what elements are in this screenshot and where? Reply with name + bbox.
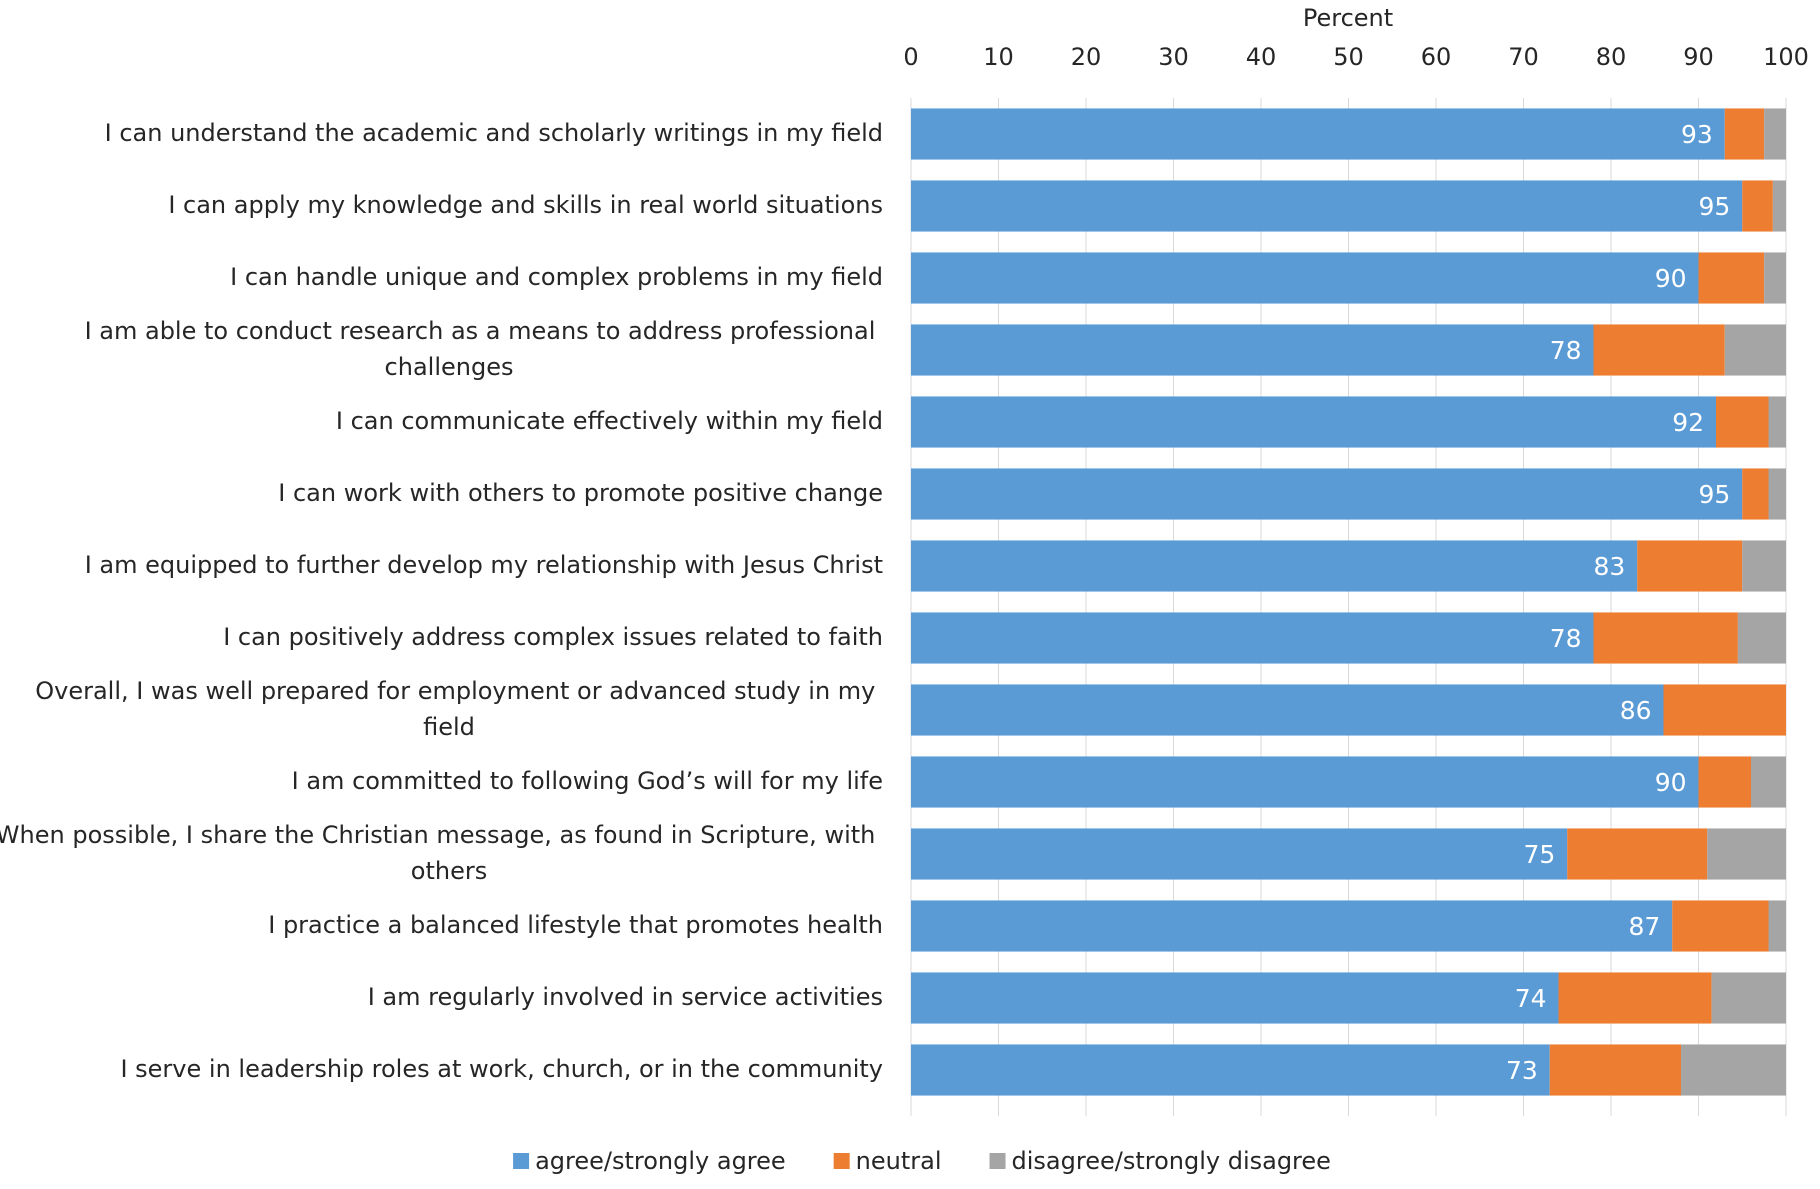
data-label: 95 — [1698, 192, 1730, 221]
y-tick-label: I can understand the academic and schola… — [105, 119, 883, 147]
grid — [910, 98, 1787, 1116]
y-tick-label: I am equipped to further develop my rela… — [85, 551, 883, 579]
bar-segment — [1742, 540, 1786, 592]
bar-segment — [911, 756, 1699, 808]
bar-segment — [1724, 108, 1765, 160]
bar-segment — [911, 252, 1699, 304]
bar-segment — [1742, 468, 1769, 520]
y-tick-label: I can positively address complex issues … — [223, 623, 883, 651]
legend-item: disagree/strongly disagree — [989, 1147, 1331, 1175]
data-label: 95 — [1698, 480, 1730, 509]
y-tick-label: I serve in leadership roles at work, chu… — [120, 1055, 883, 1083]
legend-label: disagree/strongly disagree — [1012, 1147, 1331, 1175]
y-tick-label: I am regularly involved in service activ… — [368, 983, 883, 1011]
data-label: 86 — [1620, 696, 1652, 725]
bar-segment — [1681, 1044, 1786, 1096]
bar-segment — [1637, 540, 1743, 592]
bar-segment — [911, 180, 1743, 232]
bar-segment — [1707, 828, 1786, 880]
bar-segment — [1567, 828, 1708, 880]
bar-segment — [1698, 252, 1765, 304]
x-tick-label: 100 — [1763, 43, 1809, 71]
bar-segment — [911, 684, 1664, 736]
bar-segment — [911, 324, 1594, 376]
y-tick-label: I can apply my knowledge and skills in r… — [168, 191, 883, 219]
bar-segment — [1698, 756, 1751, 808]
bar-segment — [1558, 972, 1712, 1024]
data-label: 75 — [1523, 840, 1555, 869]
data-label: 78 — [1550, 624, 1582, 653]
bar-segment — [1724, 324, 1786, 376]
bar-segment — [911, 972, 1559, 1024]
x-tick-label: 20 — [1071, 43, 1102, 71]
data-label: 90 — [1655, 768, 1687, 797]
x-tick-label: 50 — [1333, 43, 1364, 71]
bar-segment — [1593, 324, 1725, 376]
bar-segment — [1593, 612, 1738, 664]
bar-segment — [1764, 108, 1786, 160]
bar-segment — [911, 1044, 1550, 1096]
x-tick-label: 60 — [1421, 43, 1452, 71]
bar-segment — [911, 468, 1743, 520]
data-label: 87 — [1628, 912, 1660, 941]
x-tick-label: 30 — [1158, 43, 1189, 71]
legend-label: agree/strongly agree — [535, 1147, 786, 1175]
x-tick-label: 80 — [1596, 43, 1627, 71]
y-tick-label: I am committed to following God’s will f… — [292, 767, 883, 795]
legend-item: neutral — [833, 1147, 942, 1175]
data-label: 83 — [1593, 552, 1625, 581]
data-label: 90 — [1655, 264, 1687, 293]
bar-segment — [1751, 756, 1786, 808]
bar-segment — [1742, 180, 1773, 232]
bar-segment — [1716, 396, 1769, 448]
x-tick-label: 10 — [983, 43, 1014, 71]
bar-segment — [1768, 396, 1786, 448]
x-tick-label: 90 — [1683, 43, 1714, 71]
bar-segment — [1663, 684, 1786, 736]
y-tick-label: I can work with others to promote positi… — [278, 479, 883, 507]
data-label: 73 — [1506, 1056, 1538, 1085]
data-label: 93 — [1681, 120, 1713, 149]
bar-segment — [1549, 1044, 1681, 1096]
legend-label: neutral — [856, 1147, 942, 1175]
y-tick-label: Overall, I was well prepared for employm… — [35, 677, 883, 741]
bar-segment — [911, 900, 1673, 952]
y-tick-label: I can handle unique and complex problems… — [230, 263, 883, 291]
bar-segment — [911, 540, 1638, 592]
y-tick-label: I practice a balanced lifestyle that pro… — [268, 911, 883, 939]
bar-segment — [1672, 900, 1769, 952]
bar-segment — [1711, 972, 1786, 1024]
bar-segment — [911, 828, 1568, 880]
x-tick-label: 40 — [1246, 43, 1277, 71]
bar-segment — [1772, 180, 1786, 232]
legend-item: agree/strongly agree — [513, 1147, 786, 1175]
bar-segment — [1737, 612, 1786, 664]
bar-segment — [911, 396, 1716, 448]
data-label: 92 — [1672, 408, 1704, 437]
bar-segment — [1768, 900, 1786, 952]
y-tick-label: I am able to conduct research as a means… — [85, 317, 883, 381]
x-tick-label: 70 — [1508, 43, 1539, 71]
legend-swatch — [989, 1153, 1006, 1169]
x-axis-label: Percent — [1303, 4, 1393, 32]
legend-swatch — [833, 1153, 850, 1169]
y-tick-label: I can communicate effectively within my … — [336, 407, 883, 435]
bar-segment — [911, 612, 1594, 664]
y-tick-label: When possible, I share the Christian mes… — [0, 821, 883, 885]
x-tick-label: 0 — [903, 43, 918, 71]
legend-swatch — [513, 1153, 530, 1169]
bar-segment — [1768, 468, 1786, 520]
data-label: 78 — [1550, 336, 1582, 365]
bar-segment — [1764, 252, 1786, 304]
data-label: 74 — [1515, 984, 1547, 1013]
bar-segment — [911, 108, 1725, 160]
